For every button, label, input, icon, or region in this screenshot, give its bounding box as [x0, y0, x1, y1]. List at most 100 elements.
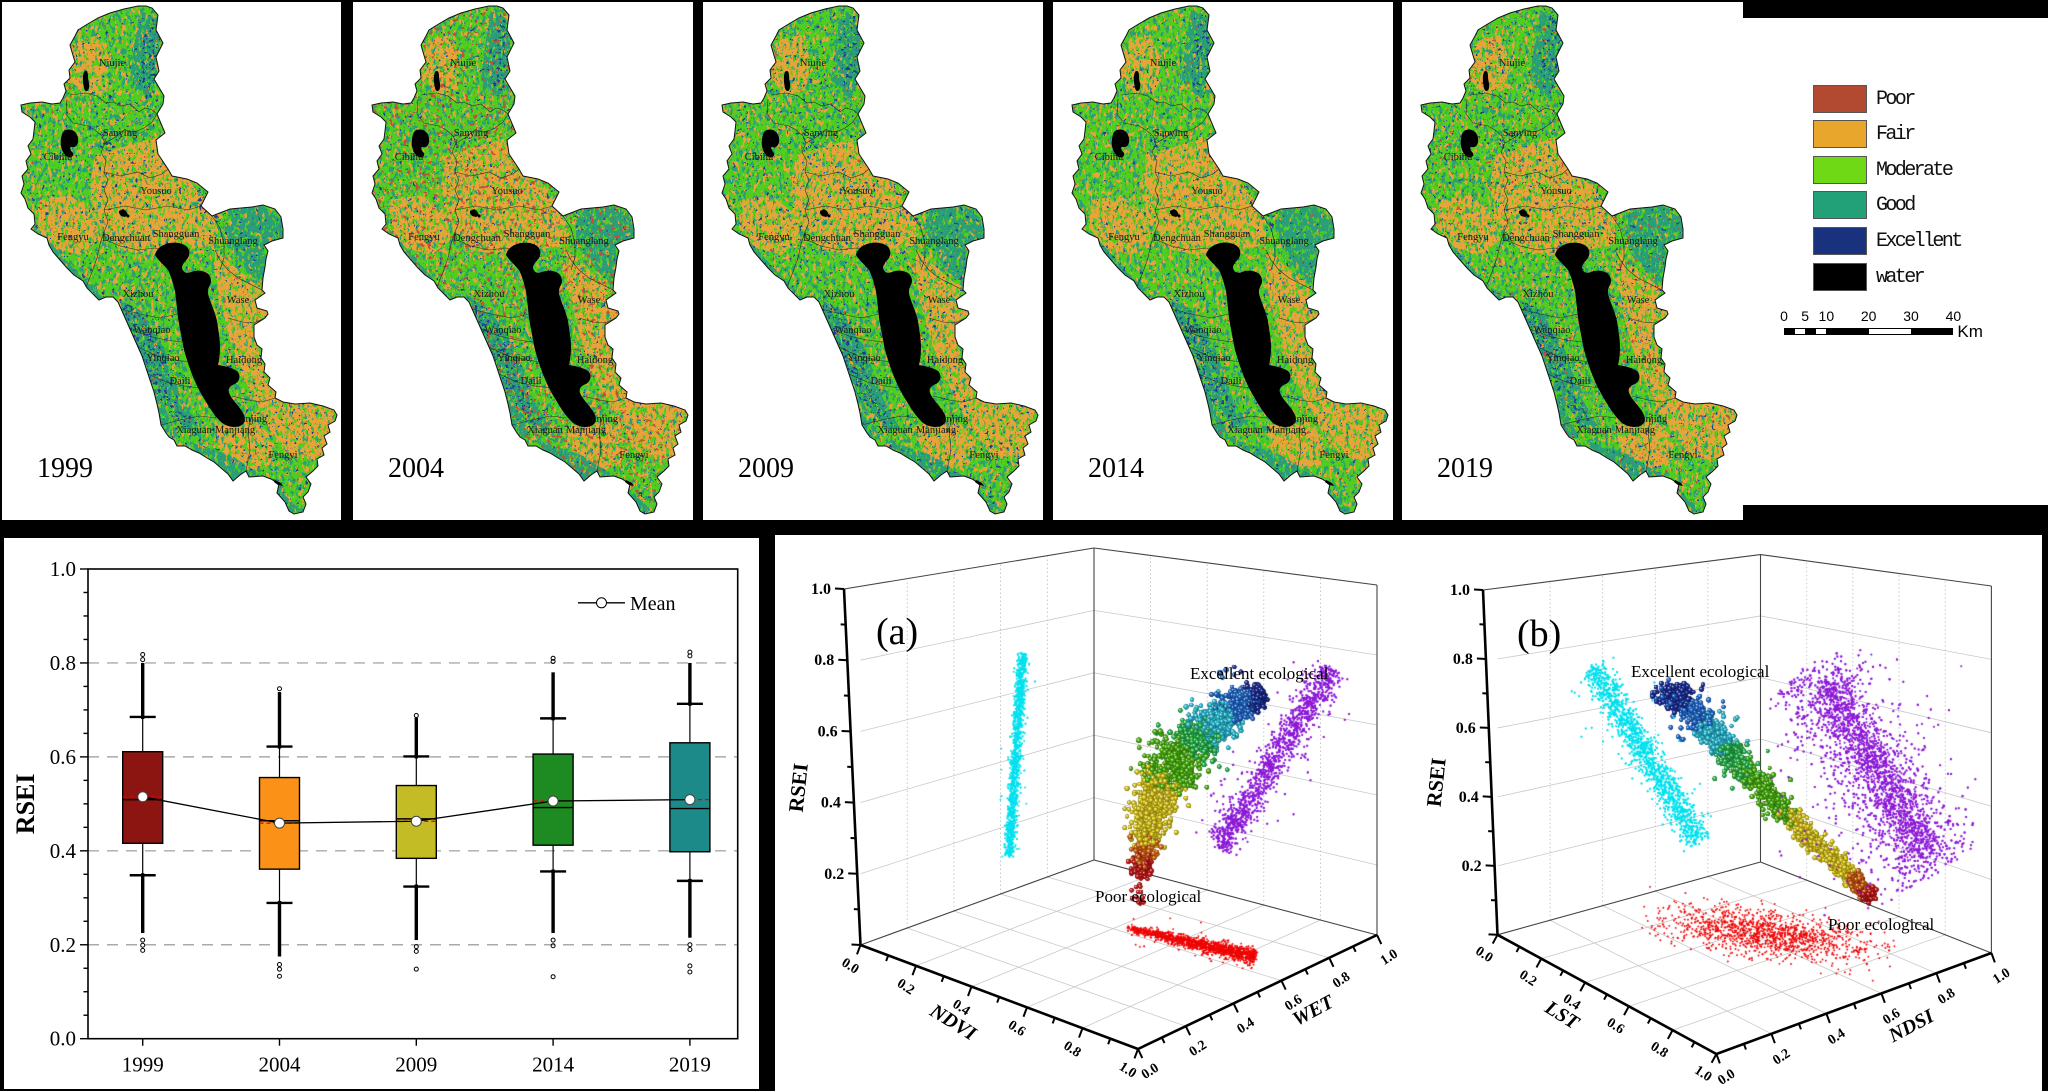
svg-text:Dengchuan: Dengchuan — [803, 233, 852, 244]
svg-text:Niujie: Niujie — [800, 58, 827, 69]
svg-text:anjing: anjing — [241, 414, 268, 425]
svg-text:Wase: Wase — [1278, 295, 1301, 306]
svg-text:(a): (a) — [876, 611, 918, 653]
svg-text:Xizhou: Xizhou — [123, 289, 155, 300]
svg-text:Yousuo: Yousuo — [841, 186, 873, 197]
svg-text:1999: 1999 — [122, 1053, 164, 1077]
svg-text:Fengyi: Fengyi — [268, 450, 297, 461]
svg-text:Wanqiao: Wanqiao — [1184, 325, 1221, 336]
svg-text:Daili: Daili — [871, 376, 892, 387]
svg-text:Daili: Daili — [521, 376, 542, 387]
svg-text:Yinqiao: Yinqiao — [847, 353, 880, 364]
svg-text:Xiaguan: Xiaguan — [176, 425, 212, 436]
svg-text:Manjiang: Manjiang — [916, 425, 957, 436]
svg-text:Niujie: Niujie — [450, 58, 477, 69]
svg-text:Daili: Daili — [1221, 376, 1242, 387]
svg-text:Cibihu: Cibihu — [44, 152, 73, 163]
svg-text:2004: 2004 — [388, 453, 444, 484]
svg-text:Poor ecological: Poor ecological — [1828, 915, 1934, 934]
svg-text:Niujie: Niujie — [1150, 58, 1177, 69]
svg-text:Xiaguan: Xiaguan — [1227, 425, 1263, 436]
svg-text:Cibihu: Cibihu — [1095, 152, 1124, 163]
svg-text:Dengchuan: Dengchuan — [1153, 233, 1202, 244]
svg-text:Dengchuan: Dengchuan — [1502, 233, 1551, 244]
svg-text:Wase: Wase — [578, 295, 601, 306]
svg-text:Wanqiao: Wanqiao — [834, 325, 871, 336]
svg-text:Poor ecological: Poor ecological — [1095, 887, 1201, 906]
svg-text:Wanqiao: Wanqiao — [133, 325, 170, 336]
svg-text:Fengyu: Fengyu — [408, 232, 440, 243]
svg-text:(b): (b) — [1517, 613, 1561, 655]
svg-text:1999: 1999 — [37, 453, 93, 484]
svg-text:Xiaguan: Xiaguan — [527, 425, 563, 436]
svg-text:Xizhou: Xizhou — [1523, 289, 1555, 300]
svg-text:anjing: anjing — [1641, 414, 1668, 425]
svg-text:Cibihu: Cibihu — [1444, 152, 1473, 163]
svg-text:2014: 2014 — [1088, 453, 1144, 484]
svg-text:Shuanglang: Shuanglang — [909, 236, 959, 247]
svg-text:Sanying: Sanying — [103, 128, 138, 139]
svg-text:Dengchuan: Dengchuan — [102, 233, 151, 244]
svg-text:Xiaguan: Xiaguan — [1576, 425, 1612, 436]
svg-text:Xiaguan: Xiaguan — [877, 425, 913, 436]
svg-text:anjing: anjing — [942, 414, 969, 425]
svg-text:Cibihu: Cibihu — [745, 152, 774, 163]
svg-text:Dengchuan: Dengchuan — [453, 233, 502, 244]
svg-text:Fengyu: Fengyu — [758, 232, 790, 243]
svg-text:Daili: Daili — [170, 376, 191, 387]
svg-text:Fengyu: Fengyu — [57, 232, 89, 243]
svg-text:anjing: anjing — [1292, 414, 1319, 425]
svg-text:Manjiang: Manjiang — [1615, 425, 1656, 436]
svg-text:Cibihu: Cibihu — [395, 152, 424, 163]
svg-text:Yousuo: Yousuo — [140, 186, 172, 197]
svg-text:Fengyi: Fengyi — [1319, 450, 1348, 461]
svg-text:Shuanglang: Shuanglang — [1608, 236, 1658, 247]
svg-text:Haidong: Haidong — [577, 355, 614, 366]
svg-text:Haidong: Haidong — [927, 355, 964, 366]
svg-text:Yinqiao: Yinqiao — [1197, 353, 1230, 364]
svg-text:Shangguan: Shangguan — [854, 229, 901, 240]
svg-text:RSEI: RSEI — [11, 773, 40, 834]
svg-text:Yinqiao: Yinqiao — [1546, 353, 1579, 364]
svg-text:Shangguan: Shangguan — [153, 229, 200, 240]
svg-text:Xizhou: Xizhou — [824, 289, 856, 300]
svg-text:2014: 2014 — [532, 1053, 575, 1077]
svg-text:2009: 2009 — [395, 1053, 437, 1077]
svg-text:Fengyi: Fengyi — [1668, 450, 1697, 461]
svg-text:Shangguan: Shangguan — [1553, 229, 1600, 240]
svg-text:2009: 2009 — [738, 453, 794, 484]
svg-text:Shuanglang: Shuanglang — [208, 236, 258, 247]
svg-text:Shuanglang: Shuanglang — [1259, 236, 1309, 247]
svg-text:0.4: 0.4 — [50, 839, 77, 863]
svg-text:2019: 2019 — [669, 1053, 711, 1077]
svg-text:Daili: Daili — [1570, 376, 1591, 387]
svg-text:Yinqiao: Yinqiao — [146, 353, 179, 364]
svg-text:Shangguan: Shangguan — [1204, 229, 1251, 240]
svg-text:Wanqiao: Wanqiao — [484, 325, 521, 336]
svg-text:Wanqiao: Wanqiao — [1533, 325, 1570, 336]
svg-text:0.0: 0.0 — [50, 1027, 76, 1051]
svg-text:Xizhou: Xizhou — [1174, 289, 1206, 300]
svg-text:2004: 2004 — [259, 1053, 302, 1077]
svg-text:Sanying: Sanying — [1154, 128, 1189, 139]
svg-text:2019: 2019 — [1437, 453, 1493, 484]
svg-text:Manjiang: Manjiang — [1266, 425, 1307, 436]
svg-text:Fengyi: Fengyi — [969, 450, 998, 461]
svg-text:Xizhou: Xizhou — [474, 289, 506, 300]
svg-text:Sanying: Sanying — [804, 128, 839, 139]
svg-text:Fengyu: Fengyu — [1108, 232, 1140, 243]
svg-text:Manjiang: Manjiang — [566, 425, 607, 436]
svg-text:Yinqiao: Yinqiao — [497, 353, 530, 364]
svg-text:0.6: 0.6 — [50, 745, 76, 769]
svg-text:Excellent ecological: Excellent ecological — [1190, 664, 1329, 683]
svg-text:Yousuo: Yousuo — [1540, 186, 1572, 197]
svg-text:Fengyi: Fengyi — [619, 450, 648, 461]
svg-text:0.8: 0.8 — [50, 651, 76, 675]
svg-text:Yousuo: Yousuo — [491, 186, 523, 197]
svg-text:1.0: 1.0 — [50, 557, 76, 581]
svg-text:Shuanglang: Shuanglang — [559, 236, 609, 247]
svg-text:0.2: 0.2 — [50, 933, 76, 957]
svg-text:Fengyu: Fengyu — [1457, 232, 1489, 243]
svg-text:Sanying: Sanying — [1503, 128, 1538, 139]
svg-text:Wase: Wase — [1627, 295, 1650, 306]
